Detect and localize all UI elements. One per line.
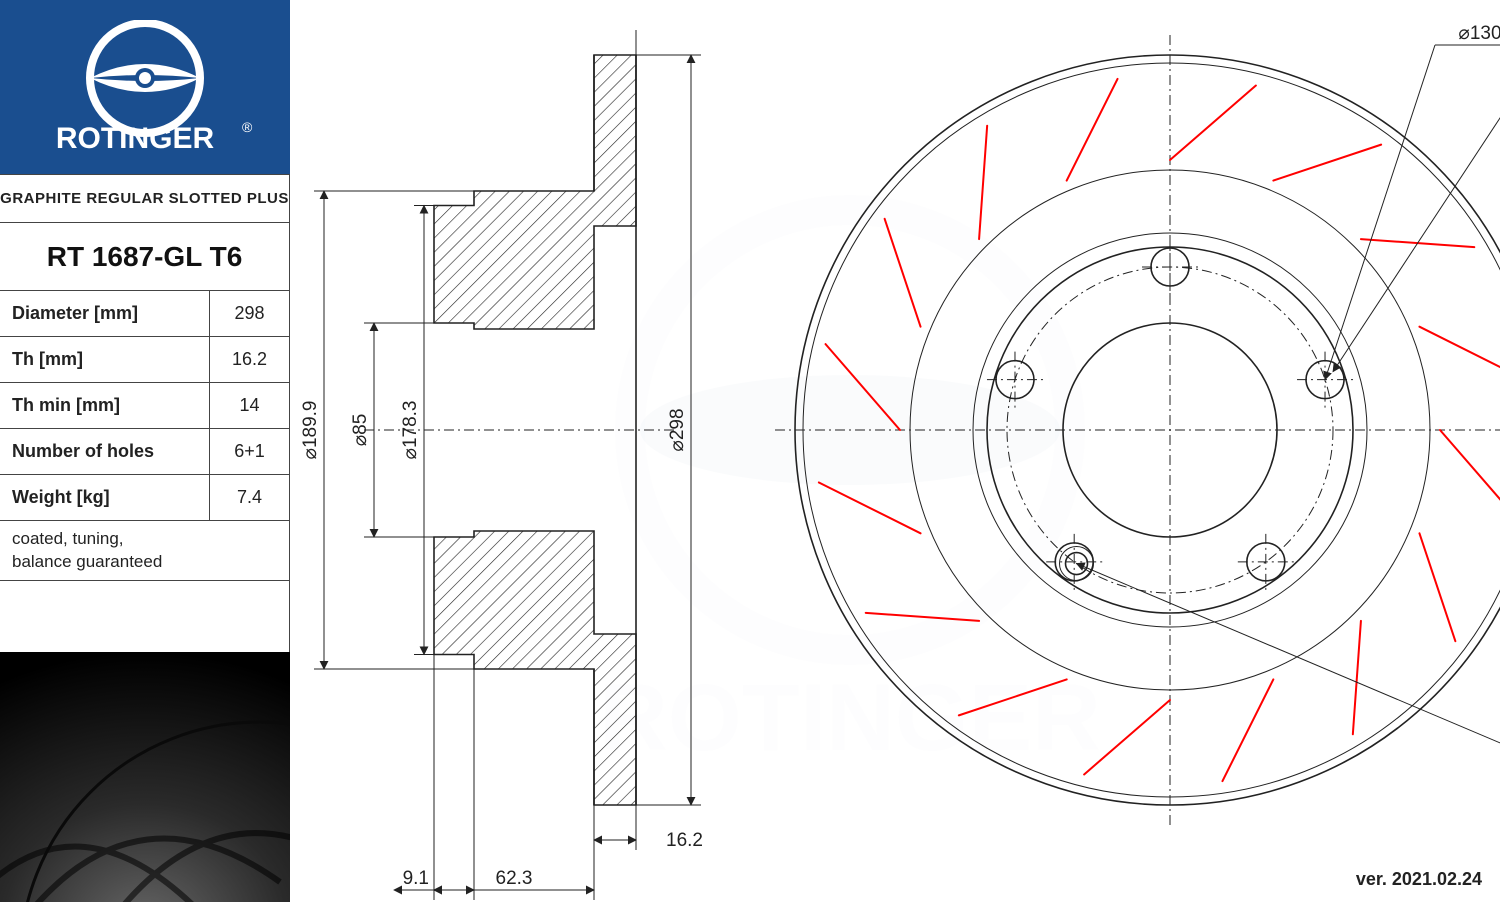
svg-text:⌀189.9: ⌀189.9 (300, 401, 321, 460)
series-label: GRAPHITE REGULAR SLOTTED PLUS (0, 175, 289, 223)
brand-logo-block: ROTINGER ® (0, 0, 290, 175)
part-number: RT 1687-GL T6 (0, 223, 289, 291)
spec-row-diameter: Diameter [mm] 298 (0, 291, 289, 337)
spec-label: Th min [mm] (0, 383, 210, 428)
spec-value: 7.4 (210, 475, 289, 520)
svg-text:⌀178.3: ⌀178.3 (400, 401, 421, 460)
brand-name: ROTINGER (56, 122, 215, 155)
spec-label: Diameter [mm] (0, 291, 210, 336)
svg-text:16.2: 16.2 (666, 830, 703, 851)
reg-mark: ® (242, 119, 253, 135)
spec-label: Weight [kg] (0, 475, 210, 520)
svg-text:9.1: 9.1 (403, 868, 429, 889)
engineering-drawing: ROTINGER ⌀298⌀189.9⌀85⌀178.316.262.39.1 … (290, 0, 1500, 902)
notes-text: coated, tuning, balance guaranteed (12, 528, 162, 572)
spec-sidebar: ROTINGER ® GRAPHITE REGULAR SLOTTED PLUS… (0, 0, 290, 902)
svg-text:62.3: 62.3 (496, 868, 533, 889)
spec-label: Th [mm] (0, 337, 210, 382)
watermark-icon: ROTINGER (599, 210, 1100, 771)
spec-row-holes: Number of holes 6+1 (0, 429, 289, 475)
dimension-callouts: ⌀9.1⌀1305x⌀15.3 (1077, 23, 1500, 745)
svg-text:⌀298: ⌀298 (667, 408, 688, 451)
spec-value: 16.2 (210, 337, 289, 382)
svg-text:ROTINGER: ROTINGER (599, 665, 1100, 771)
spec-label: Number of holes (0, 429, 210, 474)
brand-logo-icon: ROTINGER ® (20, 20, 270, 155)
product-photo (0, 652, 290, 902)
spec-value: 6+1 (210, 429, 289, 474)
svg-text:⌀85: ⌀85 (350, 414, 371, 447)
spec-value: 298 (210, 291, 289, 336)
spec-value: 14 (210, 383, 289, 428)
spec-row-th: Th [mm] 16.2 (0, 337, 289, 383)
notes: coated, tuning, balance guaranteed (0, 521, 289, 581)
spec-row-thmin: Th min [mm] 14 (0, 383, 289, 429)
version-label: ver. 2021.02.24 (1356, 869, 1482, 890)
svg-text:⌀130: ⌀130 (1458, 23, 1500, 44)
spec-row-weight: Weight [kg] 7.4 (0, 475, 289, 521)
